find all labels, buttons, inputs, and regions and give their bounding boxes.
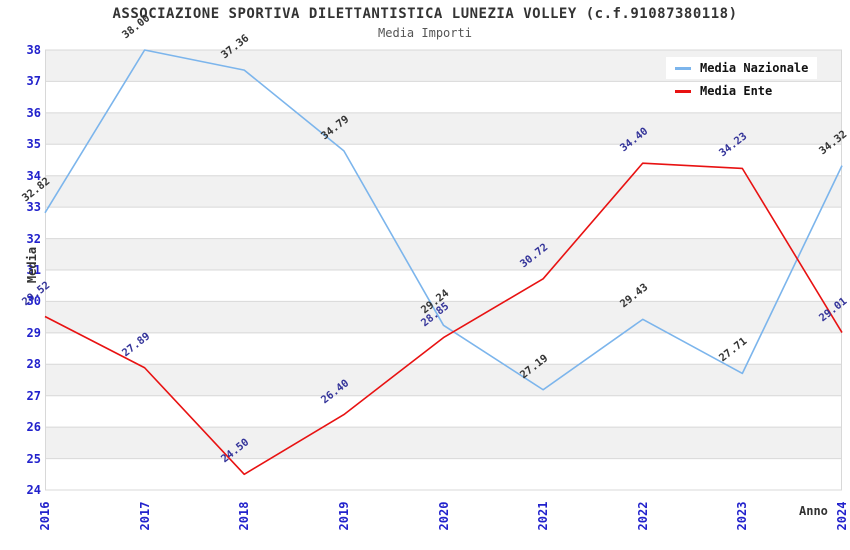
series-line-media-nazionale xyxy=(44,49,843,391)
x-tick-label: 2016 xyxy=(38,501,52,531)
y-tick-label: 37 xyxy=(26,74,41,89)
y-axis-title: Media xyxy=(25,246,40,284)
legend-item-media-nazionale: Media Nazionale xyxy=(666,57,818,79)
chart-subtitle: Media Importi xyxy=(378,26,472,40)
legend-line-icon xyxy=(675,89,691,93)
x-tick-label: 2020 xyxy=(436,501,451,531)
chart-title: ASSOCIAZIONE SPORTIVA DILETTANTISTICA LU… xyxy=(112,6,738,22)
x-tick-label: 2017 xyxy=(137,501,152,531)
legend-item-media-ente: Media Ente xyxy=(666,80,817,102)
x-tick-label: 2023 xyxy=(735,501,750,531)
x-tick-label: 2018 xyxy=(237,501,252,531)
plot-area: 32.82 38.00 37.36 34.79 29.24 27.19 29.43 27.71… xyxy=(20,12,849,491)
plot-band xyxy=(45,112,842,145)
y-tick-label: 36 xyxy=(26,105,41,120)
legend-label: Media Nazionale xyxy=(700,61,809,75)
plot-band xyxy=(45,238,842,270)
y-tick-label: 31 xyxy=(26,263,41,277)
x-tick-label: 2022 xyxy=(635,501,650,531)
y-tick-label: 33 xyxy=(26,200,41,215)
y-tick-label: 28 xyxy=(26,357,41,372)
x-axis-title: Anno xyxy=(799,504,828,518)
y-tick-label: 27 xyxy=(26,388,41,403)
plot-svg xyxy=(44,49,843,491)
x-tick-label: 2019 xyxy=(336,501,351,531)
y-tick-label: 30 xyxy=(26,294,41,309)
x-tick-label: 2024 xyxy=(835,501,849,531)
y-tick-label: 26 xyxy=(26,420,41,435)
y-tick-label: 38 xyxy=(26,43,41,57)
x-tick-label: 2021 xyxy=(536,501,551,531)
y-tick-label: 32 xyxy=(26,231,41,246)
y-tick-label: 34 xyxy=(26,168,41,183)
plot-band xyxy=(45,364,842,396)
y-tick-label: 24 xyxy=(26,483,41,497)
legend-label: Media Ente xyxy=(700,84,773,98)
legend: Media Nazionale Media Ente xyxy=(666,57,818,103)
y-tick-label: 25 xyxy=(26,451,41,466)
plot-band xyxy=(45,427,842,459)
y-tick-label: 29 xyxy=(26,325,41,340)
legend-line-icon xyxy=(675,66,691,70)
plot-band xyxy=(45,301,842,333)
y-tick-label: 35 xyxy=(26,137,41,152)
plot-band xyxy=(45,175,842,208)
series-line-media-ente xyxy=(44,162,843,476)
